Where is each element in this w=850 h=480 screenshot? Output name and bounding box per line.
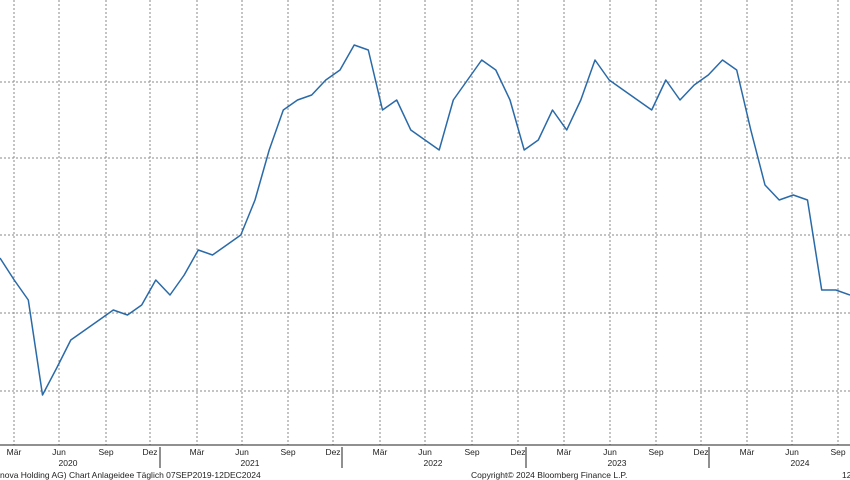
month-tick-label: Mär (740, 447, 755, 457)
month-tick-label: Sep (830, 447, 845, 457)
year-label: 2023 (608, 458, 627, 468)
month-tick-label: Jun (52, 447, 66, 457)
year-label: 2021 (241, 458, 260, 468)
month-tick-label: Sep (464, 447, 479, 457)
year-labels: 2020 2021 2022 2023 2024 (59, 447, 810, 468)
month-tick-label: Dez (510, 447, 525, 457)
month-tick-label: Jun (235, 447, 249, 457)
month-tick-label: Mär (190, 447, 205, 457)
month-tick-label: Sep (280, 447, 295, 457)
month-tick-label: Mär (373, 447, 388, 457)
footer-left-text: nova Holding AG) Chart Anlageidee Täglic… (0, 470, 261, 480)
month-tick-label: Jun (603, 447, 617, 457)
horizontal-gridlines (0, 81, 850, 392)
price-series-line (0, 44, 850, 396)
year-label: 2022 (424, 458, 443, 468)
month-tick-label: Dez (325, 447, 340, 457)
month-tick-label: Sep (648, 447, 663, 457)
footer-right-text: 12 (842, 470, 850, 480)
footer-copyright-text: Copyright© 2024 Bloomberg Finance L.P. (471, 470, 627, 480)
month-tick-label: Jun (418, 447, 432, 457)
month-tick-label: Dez (693, 447, 708, 457)
year-label: 2020 (59, 458, 78, 468)
year-label: 2024 (791, 458, 810, 468)
month-tick-label: Dez (142, 447, 157, 457)
month-tick-label: Mär (557, 447, 572, 457)
month-tick-label: Sep (98, 447, 113, 457)
month-tick-label: Mär (7, 447, 22, 457)
month-tick-label: Jun (785, 447, 799, 457)
month-tick-labels: Mär Jun Sep Dez Mär Jun Sep Dez Mär Jun Sep Dez Mär J… (7, 447, 846, 457)
vertical-gridlines (13, 0, 839, 445)
